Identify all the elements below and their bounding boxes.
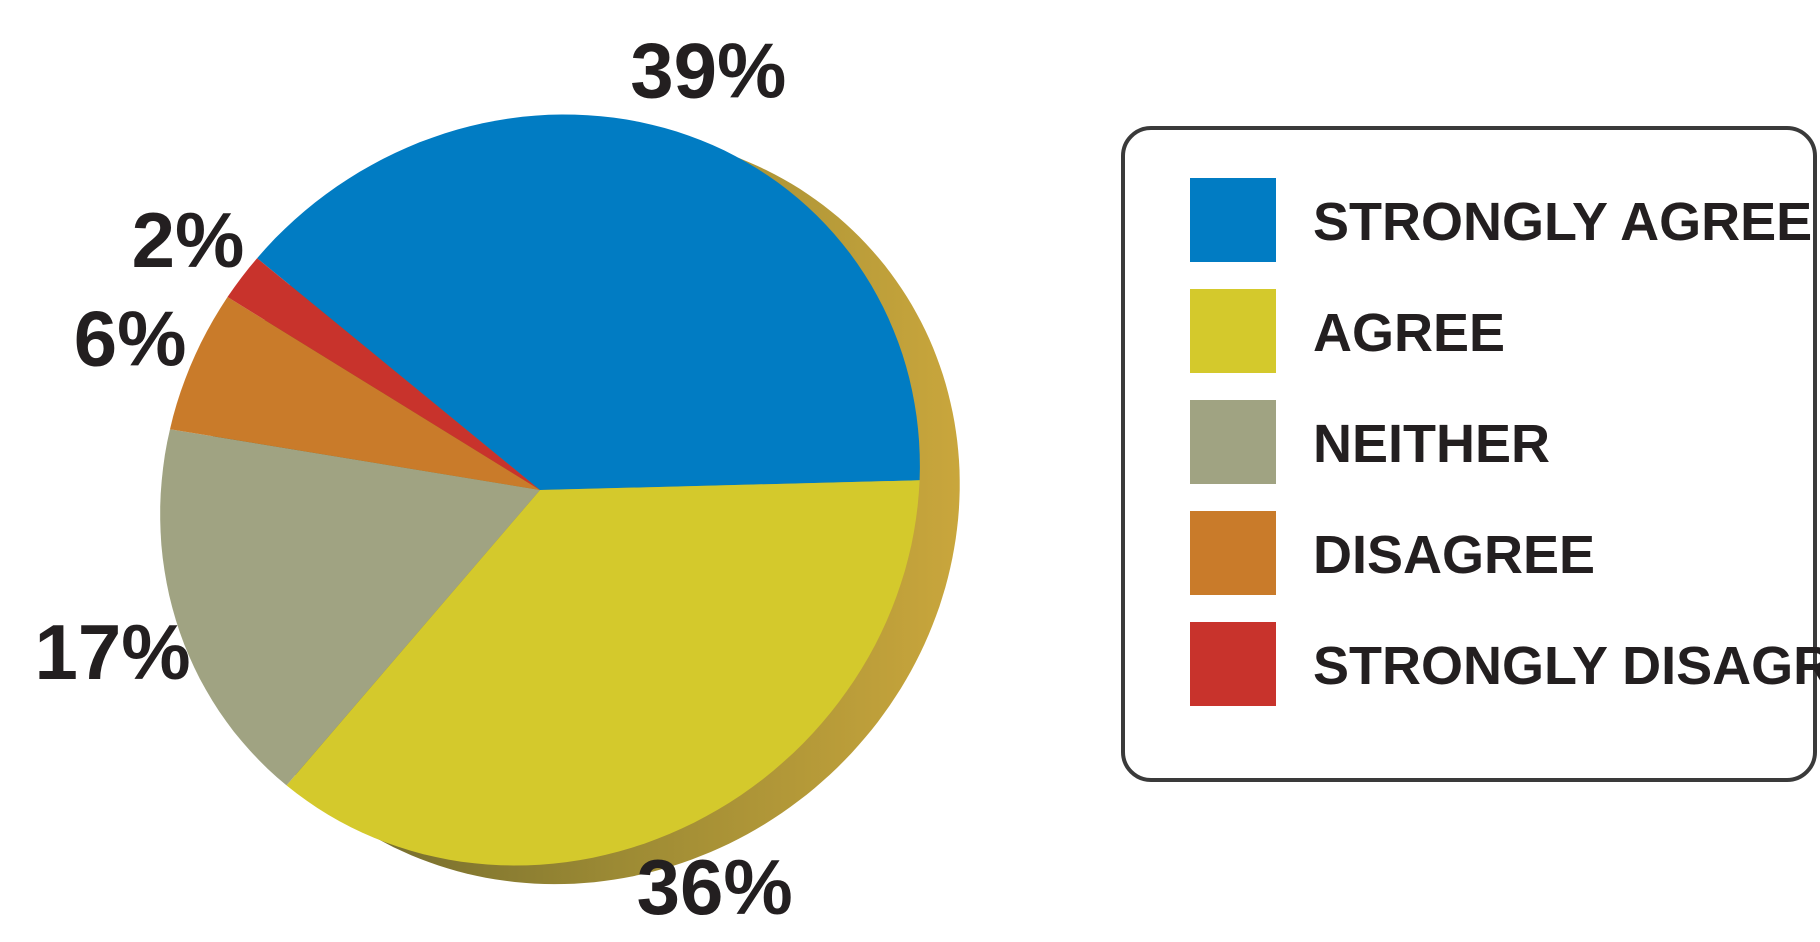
label-neither: 17% xyxy=(35,608,191,696)
slice-strongly-disagree xyxy=(227,258,540,490)
legend-label-strongly-disagree: STRONGLY DISAGREE xyxy=(1313,636,1820,696)
pie-group xyxy=(160,114,960,885)
label-disagree: 6% xyxy=(74,295,187,383)
legend-swatch-strongly-disagree xyxy=(1190,622,1276,706)
percent-labels: 39% 36% 17% 6% 2% xyxy=(35,26,793,931)
legend-label-agree: AGREE xyxy=(1313,303,1505,363)
legend-swatch-neither xyxy=(1190,400,1276,484)
legend-label-disagree: DISAGREE xyxy=(1313,525,1595,585)
legend: STRONGLY AGREE AGREE NEITHER DISAGREE STRONG… xyxy=(1121,126,1820,782)
label-strongly-agree: 39% xyxy=(630,26,786,114)
label-agree: 36% xyxy=(637,843,793,931)
legend-swatch-agree xyxy=(1190,289,1276,373)
slice-strongly-agree xyxy=(257,114,920,490)
slice-neither xyxy=(160,429,540,786)
legend-box xyxy=(1121,126,1817,782)
label-strongly-disagree: 2% xyxy=(132,196,245,284)
legend-swatch-disagree xyxy=(1190,511,1276,595)
legend-swatch-strongly-agree xyxy=(1190,178,1276,262)
legend-label-strongly-agree: STRONGLY AGREE xyxy=(1313,192,1812,252)
slice-agree xyxy=(286,480,920,866)
legend-label-neither: NEITHER xyxy=(1313,414,1550,474)
slice-disagree xyxy=(170,297,540,490)
